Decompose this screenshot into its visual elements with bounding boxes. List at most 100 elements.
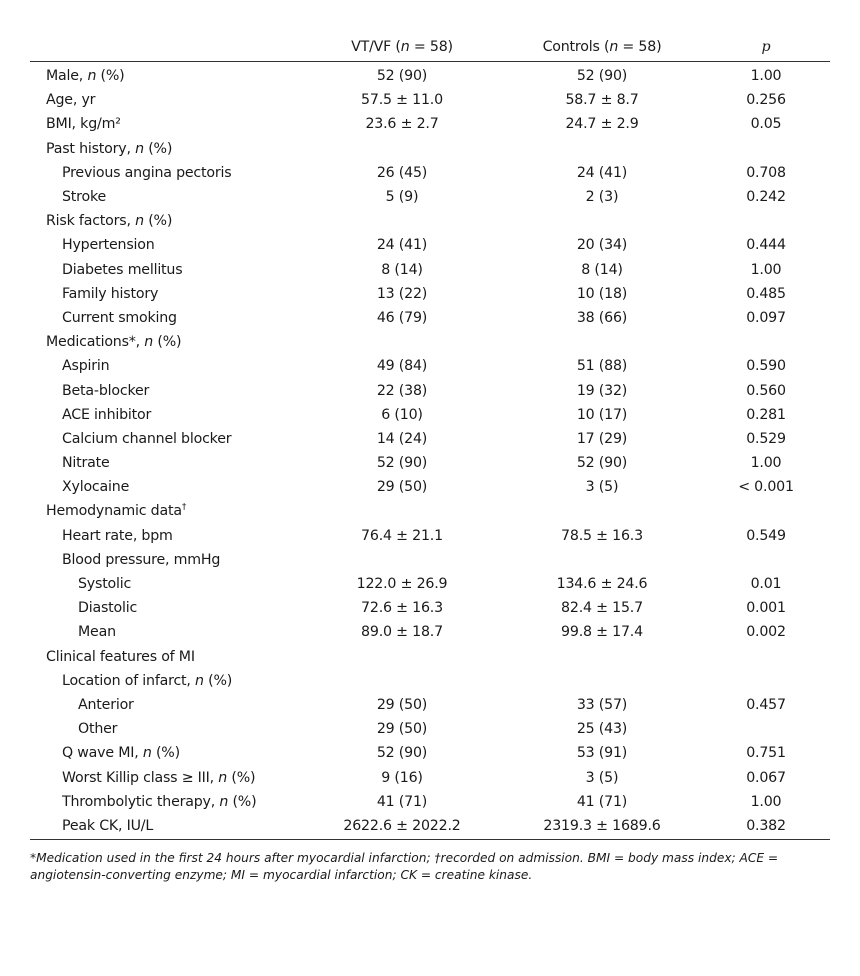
- cell-p: 0.444: [746, 237, 786, 254]
- cell-p: 0.529: [746, 430, 786, 447]
- table-row: Nitrate 52 (90) 52 (90) 1.00: [30, 451, 830, 475]
- cell-group1: 122.0 ± 26.9: [356, 576, 448, 593]
- cell-group2: [502, 209, 702, 233]
- row-label: Systolic: [78, 576, 132, 593]
- cell-group2: 10 (18): [576, 285, 628, 302]
- cell-group2: 25 (43): [576, 721, 628, 738]
- cell-p: [702, 548, 830, 572]
- table-row: Peak CK, IU/L 2622.6 ± 2022.2 2319.3 ± 168…: [30, 813, 830, 840]
- cell-p: [702, 717, 830, 741]
- header-p: p: [702, 32, 830, 62]
- cell-group2: 2 (3): [585, 189, 619, 206]
- header-group2: Controls (n = 58): [502, 32, 702, 62]
- table-row: Thrombolytic therapy, n (%) 41 (71) 41 (71…: [30, 790, 830, 814]
- cell-p: 1.00: [750, 793, 782, 810]
- cell-group1: 29 (50): [376, 479, 428, 496]
- cell-group2: [502, 548, 702, 572]
- table-row: Past history, n (%): [30, 137, 830, 161]
- cell-group2: 51 (88): [576, 358, 628, 375]
- cell-group2: [502, 330, 702, 354]
- cell-p: 0.002: [746, 624, 786, 641]
- cell-group1: 29 (50): [376, 696, 428, 713]
- table-row: Aspirin 49 (84) 51 (88) 0.590: [30, 354, 830, 378]
- data-table: VT/VF (n = 58) Controls (n = 58) p Male,…: [30, 32, 830, 840]
- cell-p: [702, 645, 830, 669]
- table-row: BMI, kg/m² 23.6 ± 2.7 24.7 ± 2.9 0.05: [30, 112, 830, 136]
- row-label: Location of infarct, n (%): [62, 672, 233, 689]
- cell-group1: [302, 669, 502, 693]
- cell-p: 1.00: [750, 261, 782, 278]
- cell-p: [702, 669, 830, 693]
- header-label: [30, 32, 302, 62]
- row-label: Worst Killip class ≥ III, n (%): [62, 769, 256, 786]
- cell-p: 1.00: [750, 455, 782, 472]
- cell-group1: 76.4 ± 21.1: [361, 527, 443, 544]
- cell-group2: 2319.3 ± 1689.6: [502, 813, 702, 840]
- cell-group1: 49 (84): [376, 358, 428, 375]
- cell-group2: 24.7 ± 2.9: [565, 116, 639, 133]
- cell-p: 0.067: [746, 769, 786, 786]
- cell-group1: 24 (41): [376, 237, 428, 254]
- cell-group2: 38 (66): [576, 309, 628, 326]
- table-row: Clinical features of MI: [30, 645, 830, 669]
- table-row: Worst Killip class ≥ III, n (%) 9 (16) 3 (…: [30, 765, 830, 789]
- cell-group1: 52 (90): [376, 745, 428, 762]
- cell-p: 0.457: [746, 696, 786, 713]
- cell-p: 0.242: [746, 189, 786, 206]
- cell-group1: 26 (45): [376, 164, 428, 181]
- cell-p: [702, 209, 830, 233]
- table-header-row: VT/VF (n = 58) Controls (n = 58) p: [30, 32, 830, 62]
- table-body: Male, n (%) 52 (90) 52 (90) 1.00 Age, yr 57.5…: [30, 62, 830, 840]
- cell-p: 0.01: [750, 576, 782, 593]
- table-row: ACE inhibitor 6 (10) 10 (17) 0.281: [30, 403, 830, 427]
- row-label: Mean: [78, 624, 116, 641]
- cell-group1: 29 (50): [376, 721, 428, 738]
- row-label: Calcium channel blocker: [62, 430, 232, 447]
- cell-group1: 5 (9): [385, 189, 419, 206]
- row-label: Beta-blocker: [62, 382, 150, 399]
- cell-group1: 13 (22): [376, 285, 428, 302]
- row-label: Aspirin: [62, 358, 110, 375]
- cell-group2: 58.7 ± 8.7: [565, 92, 639, 109]
- cell-group1: 8 (14): [381, 261, 423, 278]
- cell-group2: 134.6 ± 24.6: [556, 576, 648, 593]
- cell-group2: 10 (17): [576, 406, 628, 423]
- cell-group2: 24 (41): [576, 164, 628, 181]
- cell-group1: 23.6 ± 2.7: [365, 116, 439, 133]
- cell-p: 0.549: [746, 527, 786, 544]
- row-label: Other: [78, 721, 118, 738]
- table-row: Blood pressure, mmHg: [30, 548, 830, 572]
- row-label: Hemodynamic data†: [46, 502, 187, 520]
- table-row: Hypertension 24 (41) 20 (34) 0.444: [30, 233, 830, 257]
- table-row: Family history 13 (22) 10 (18) 0.485: [30, 282, 830, 306]
- cell-group2: [502, 669, 702, 693]
- table-row: Medications*, n (%): [30, 330, 830, 354]
- table-row: Risk factors, n (%): [30, 209, 830, 233]
- table-row: Other 29 (50) 25 (43): [30, 717, 830, 741]
- cell-group1: 6 (10): [381, 406, 423, 423]
- row-label: Medications*, n (%): [46, 334, 182, 351]
- cell-group1: [302, 330, 502, 354]
- row-label: Age, yr: [46, 92, 96, 109]
- cell-p: 0.382: [702, 813, 830, 840]
- row-label: Male, n (%): [46, 68, 125, 85]
- cell-p: 0.097: [746, 309, 786, 326]
- header-group1: VT/VF (n = 58): [302, 32, 502, 62]
- table-row: Calcium channel blocker 14 (24) 17 (29) 0.5…: [30, 427, 830, 451]
- row-label: Diabetes mellitus: [62, 261, 183, 278]
- cell-group2: 41 (71): [576, 793, 628, 810]
- table-row: Anterior 29 (50) 33 (57) 0.457: [30, 693, 830, 717]
- cell-p: [702, 499, 830, 523]
- cell-p: 0.560: [746, 382, 786, 399]
- cell-p: 0.708: [746, 164, 786, 181]
- row-label: Stroke: [62, 189, 107, 206]
- cell-p: 1.00: [750, 68, 782, 85]
- row-label: Blood pressure, mmHg: [62, 551, 221, 568]
- cell-group1: 22 (38): [376, 382, 428, 399]
- cell-p: 0.281: [746, 406, 786, 423]
- cell-group2: [502, 499, 702, 523]
- cell-group1: [302, 209, 502, 233]
- row-label: Hypertension: [62, 237, 155, 254]
- cell-group1: 72.6 ± 16.3: [361, 600, 443, 617]
